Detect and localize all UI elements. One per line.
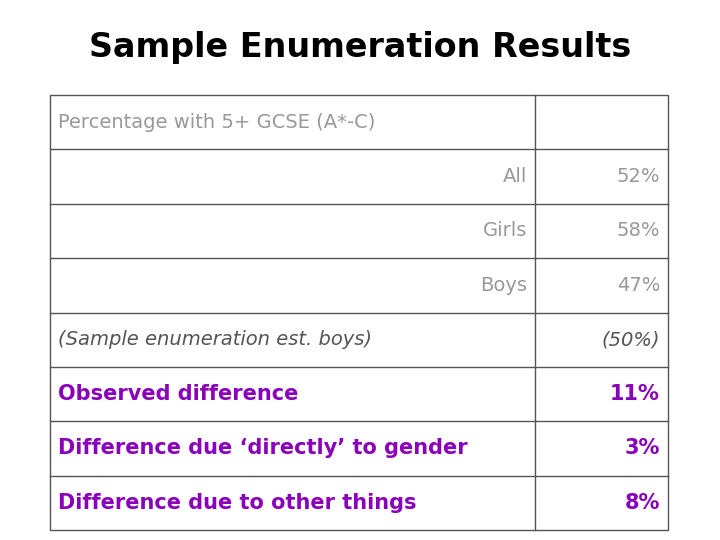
Text: 47%: 47%: [616, 276, 660, 295]
Text: Difference due to other things: Difference due to other things: [58, 493, 416, 513]
Text: Difference due ‘directly’ to gender: Difference due ‘directly’ to gender: [58, 438, 467, 458]
Text: (Sample enumeration est. boys): (Sample enumeration est. boys): [58, 330, 372, 349]
Text: 58%: 58%: [616, 221, 660, 240]
Text: Percentage with 5+ GCSE (A*-C): Percentage with 5+ GCSE (A*-C): [58, 113, 375, 132]
Text: (50%): (50%): [601, 330, 660, 349]
Text: All: All: [503, 167, 527, 186]
Text: 52%: 52%: [616, 167, 660, 186]
Text: Sample Enumeration Results: Sample Enumeration Results: [89, 31, 631, 64]
Text: 11%: 11%: [610, 384, 660, 404]
Bar: [50, 95, 668, 530]
Text: Observed difference: Observed difference: [58, 384, 298, 404]
Text: 8%: 8%: [625, 493, 660, 513]
Text: 3%: 3%: [625, 438, 660, 458]
Text: Girls: Girls: [482, 221, 527, 240]
Text: Boys: Boys: [480, 276, 527, 295]
